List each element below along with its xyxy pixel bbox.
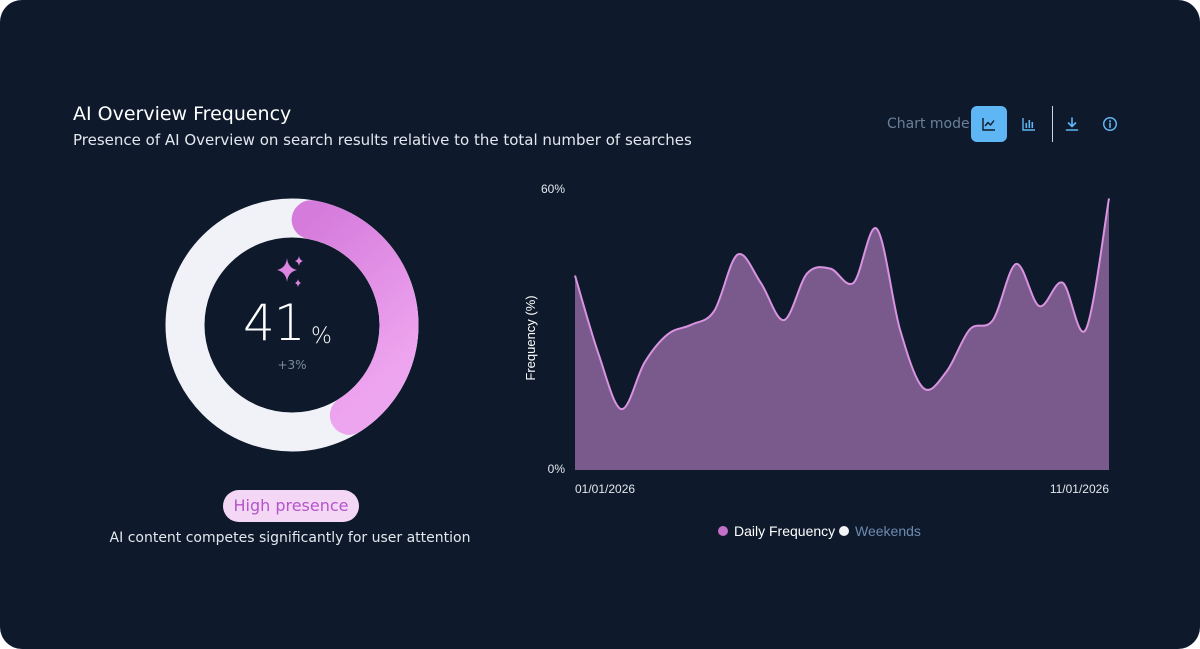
legend-item-weekends[interactable]: Weekends [839, 523, 921, 539]
presence-donut: 41 % +3% [165, 198, 419, 452]
legend-dot-weekends [839, 526, 849, 537]
data-point[interactable] [871, 223, 883, 235]
legend-item-daily[interactable]: Daily Frequency [718, 523, 835, 539]
data-point[interactable] [987, 314, 999, 326]
data-point[interactable] [848, 277, 860, 289]
presence-value: 41 [243, 294, 306, 352]
sparkle-icon [277, 256, 303, 287]
data-point[interactable] [917, 382, 929, 394]
download-icon [1065, 117, 1079, 131]
data-point[interactable] [685, 319, 697, 331]
data-point[interactable] [801, 267, 813, 279]
line-mode-button[interactable] [971, 106, 1007, 142]
presence-description: AI content competes significantly for us… [109, 530, 471, 546]
data-point[interactable] [1103, 192, 1115, 204]
info-button[interactable] [1092, 106, 1128, 142]
bar-chart-icon [1022, 118, 1035, 131]
toolbar-divider [1052, 106, 1053, 142]
chart-title: AI Overview Frequency [73, 103, 292, 125]
data-point[interactable] [1033, 300, 1045, 312]
data-point[interactable] [941, 366, 953, 378]
y-tick-label-bottom: 0% [548, 462, 566, 476]
data-point[interactable] [662, 328, 674, 340]
presence-badge: High presence [223, 490, 359, 522]
data-point[interactable] [755, 277, 767, 289]
daily-frequency-line [574, 198, 1110, 411]
legend-label-weekends: Weekends [855, 523, 921, 539]
donut-center: 41 % +3% [165, 198, 419, 452]
presence-delta: +3% [277, 358, 307, 372]
data-point[interactable] [778, 314, 790, 326]
daily-frequency-area [575, 198, 1109, 470]
legend-label-daily: Daily Frequency [734, 523, 836, 539]
data-point[interactable] [964, 324, 976, 336]
data-point[interactable] [639, 356, 651, 368]
y-axis-label: Frequency (%) [523, 295, 538, 380]
data-point[interactable] [1080, 324, 1092, 336]
data-point[interactable] [615, 403, 627, 415]
data-point[interactable] [569, 270, 581, 282]
chart-subtitle: Presence of AI Overview on search result… [73, 131, 692, 149]
data-point[interactable] [824, 263, 836, 275]
donut-progress-arc [291, 200, 419, 435]
chart-mode-label: Chart mode [887, 116, 970, 132]
presence-unit: % [311, 324, 332, 349]
data-point[interactable] [894, 324, 906, 336]
info-icon [1102, 116, 1118, 132]
y-tick-label-top: 60% [541, 182, 565, 196]
data-point[interactable] [1010, 258, 1022, 270]
x-tick-label-end: 11/01/2026 [1050, 482, 1109, 496]
legend-dot-daily [718, 526, 728, 537]
data-point[interactable] [732, 249, 744, 261]
line-chart-icon [982, 118, 995, 131]
download-button[interactable] [1054, 106, 1090, 142]
bar-mode-button[interactable] [1011, 106, 1047, 142]
x-tick-label-start: 01/01/2026 [575, 482, 635, 496]
data-point[interactable] [708, 305, 720, 317]
chart-toolbar: Chart mode [880, 106, 1130, 142]
data-point[interactable] [1057, 277, 1069, 289]
donut-svg [165, 198, 419, 452]
data-point[interactable] [592, 347, 604, 359]
